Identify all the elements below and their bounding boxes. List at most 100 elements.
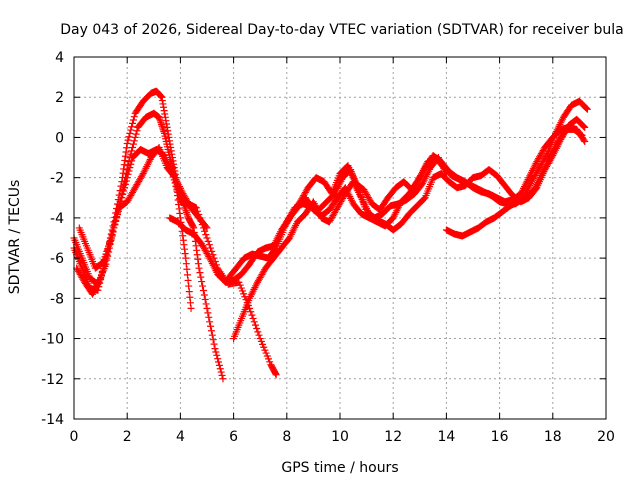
data-point xyxy=(207,322,215,330)
x-tick-label: 18 xyxy=(544,429,562,445)
data-point xyxy=(107,234,115,242)
y-tick-label: -8 xyxy=(50,291,64,307)
data-point xyxy=(196,269,204,277)
data-point xyxy=(202,223,210,231)
data-point xyxy=(201,295,209,303)
data-point xyxy=(132,130,140,138)
data-point xyxy=(207,244,215,252)
data-point xyxy=(203,234,211,242)
data-point xyxy=(129,116,137,124)
x-tick-label: 2 xyxy=(123,429,132,445)
data-point xyxy=(211,345,219,353)
x-tick-label: 12 xyxy=(384,429,402,445)
data-point xyxy=(543,151,551,159)
data-point xyxy=(253,325,261,332)
x-tick-label: 4 xyxy=(176,429,185,445)
data-point xyxy=(580,122,588,130)
data-point xyxy=(578,131,586,139)
y-tick-label: 2 xyxy=(55,90,64,106)
x-tick-label: 0 xyxy=(70,429,79,445)
data-point xyxy=(97,274,105,282)
data-point xyxy=(124,136,132,144)
data-point xyxy=(202,300,210,308)
data-point xyxy=(126,129,134,137)
data-point xyxy=(583,105,591,113)
data-point xyxy=(581,137,589,145)
y-axis-label: SDTVAR / TECUs xyxy=(7,180,23,295)
data-point xyxy=(582,104,590,112)
data-point xyxy=(123,139,131,147)
data-point xyxy=(212,348,220,356)
data-point xyxy=(248,311,256,319)
data-point xyxy=(125,133,133,141)
x-axis-label: GPS time / hours xyxy=(281,460,398,476)
data-point xyxy=(113,214,121,222)
data-point xyxy=(442,170,450,178)
data-point xyxy=(208,331,216,339)
data-point xyxy=(247,308,255,316)
data-point xyxy=(127,160,135,168)
data-point xyxy=(205,313,213,321)
data-markers xyxy=(70,87,591,383)
data-point xyxy=(217,368,225,376)
data-point xyxy=(126,164,134,172)
data-point xyxy=(206,318,214,326)
data-point xyxy=(114,207,122,215)
data-point xyxy=(199,282,207,290)
y-tick-label: 4 xyxy=(55,50,64,66)
data-point xyxy=(123,174,131,182)
data-point xyxy=(97,271,105,279)
data-point xyxy=(130,113,138,121)
data-point xyxy=(203,224,211,232)
data-point xyxy=(577,131,585,139)
data-point xyxy=(580,136,588,144)
data-point xyxy=(254,328,262,336)
x-tick-label: 6 xyxy=(229,429,238,445)
data-point xyxy=(112,217,120,225)
x-tick-label: 16 xyxy=(491,429,509,445)
data-point xyxy=(128,157,136,165)
data-point xyxy=(130,137,138,145)
data-point xyxy=(128,147,136,155)
data-point xyxy=(110,224,118,232)
data-point xyxy=(214,355,222,363)
data-point xyxy=(204,237,212,245)
data-point xyxy=(111,221,119,229)
data-point xyxy=(124,170,132,178)
data-point xyxy=(129,119,137,127)
data-point xyxy=(125,167,133,175)
data-point xyxy=(250,318,258,326)
data-point xyxy=(119,190,127,198)
x-tick-label: 8 xyxy=(282,429,291,445)
chart-title: Day 043 of 2026, Sidereal Day-to-day VTE… xyxy=(60,22,623,38)
data-point xyxy=(122,177,130,185)
data-point xyxy=(204,309,212,317)
y-tick-label: -14 xyxy=(41,412,64,428)
y-tick-label: 0 xyxy=(55,130,64,146)
data-point xyxy=(216,365,224,373)
data-point xyxy=(249,314,257,322)
data-point xyxy=(113,211,121,219)
y-tick-label: -2 xyxy=(50,171,64,187)
data-point xyxy=(133,127,141,135)
data-point xyxy=(129,140,137,148)
data-point xyxy=(219,375,227,383)
data-point xyxy=(202,231,210,239)
data-point xyxy=(129,144,137,151)
y-tick-label: -12 xyxy=(41,372,64,388)
data-point xyxy=(131,133,139,141)
data-point xyxy=(255,331,263,339)
data-point xyxy=(209,336,217,344)
data-point xyxy=(215,361,223,369)
data-point xyxy=(200,291,208,299)
y-tick-label: -4 xyxy=(50,211,64,227)
data-point xyxy=(98,268,106,276)
data-point xyxy=(199,287,207,295)
data-point xyxy=(272,371,280,379)
data-point xyxy=(215,358,223,366)
y-tick-label: -10 xyxy=(41,332,64,348)
data-point xyxy=(127,126,135,134)
x-tick-label: 10 xyxy=(331,429,349,445)
data-point xyxy=(187,304,195,312)
